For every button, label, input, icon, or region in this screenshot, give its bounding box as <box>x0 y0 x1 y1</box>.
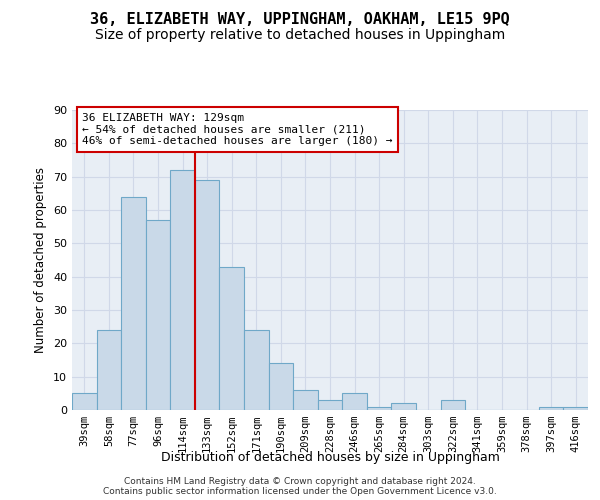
Bar <box>539 406 563 410</box>
Bar <box>121 196 146 410</box>
Bar <box>97 330 121 410</box>
Bar <box>391 404 416 410</box>
Bar <box>244 330 269 410</box>
Bar <box>220 266 244 410</box>
Bar <box>367 406 391 410</box>
Bar <box>146 220 170 410</box>
Bar <box>318 400 342 410</box>
Bar <box>72 394 97 410</box>
Text: 36, ELIZABETH WAY, UPPINGHAM, OAKHAM, LE15 9PQ: 36, ELIZABETH WAY, UPPINGHAM, OAKHAM, LE… <box>90 12 510 28</box>
Y-axis label: Number of detached properties: Number of detached properties <box>34 167 47 353</box>
Bar <box>342 394 367 410</box>
Text: Distribution of detached houses by size in Uppingham: Distribution of detached houses by size … <box>161 451 499 464</box>
Text: Contains public sector information licensed under the Open Government Licence v3: Contains public sector information licen… <box>103 486 497 496</box>
Text: 36 ELIZABETH WAY: 129sqm
← 54% of detached houses are smaller (211)
46% of semi-: 36 ELIZABETH WAY: 129sqm ← 54% of detach… <box>82 113 393 146</box>
Bar <box>170 170 195 410</box>
Bar <box>195 180 220 410</box>
Bar <box>293 390 318 410</box>
Text: Contains HM Land Registry data © Crown copyright and database right 2024.: Contains HM Land Registry data © Crown c… <box>124 476 476 486</box>
Bar <box>563 406 588 410</box>
Bar <box>440 400 465 410</box>
Bar <box>269 364 293 410</box>
Text: Size of property relative to detached houses in Uppingham: Size of property relative to detached ho… <box>95 28 505 42</box>
